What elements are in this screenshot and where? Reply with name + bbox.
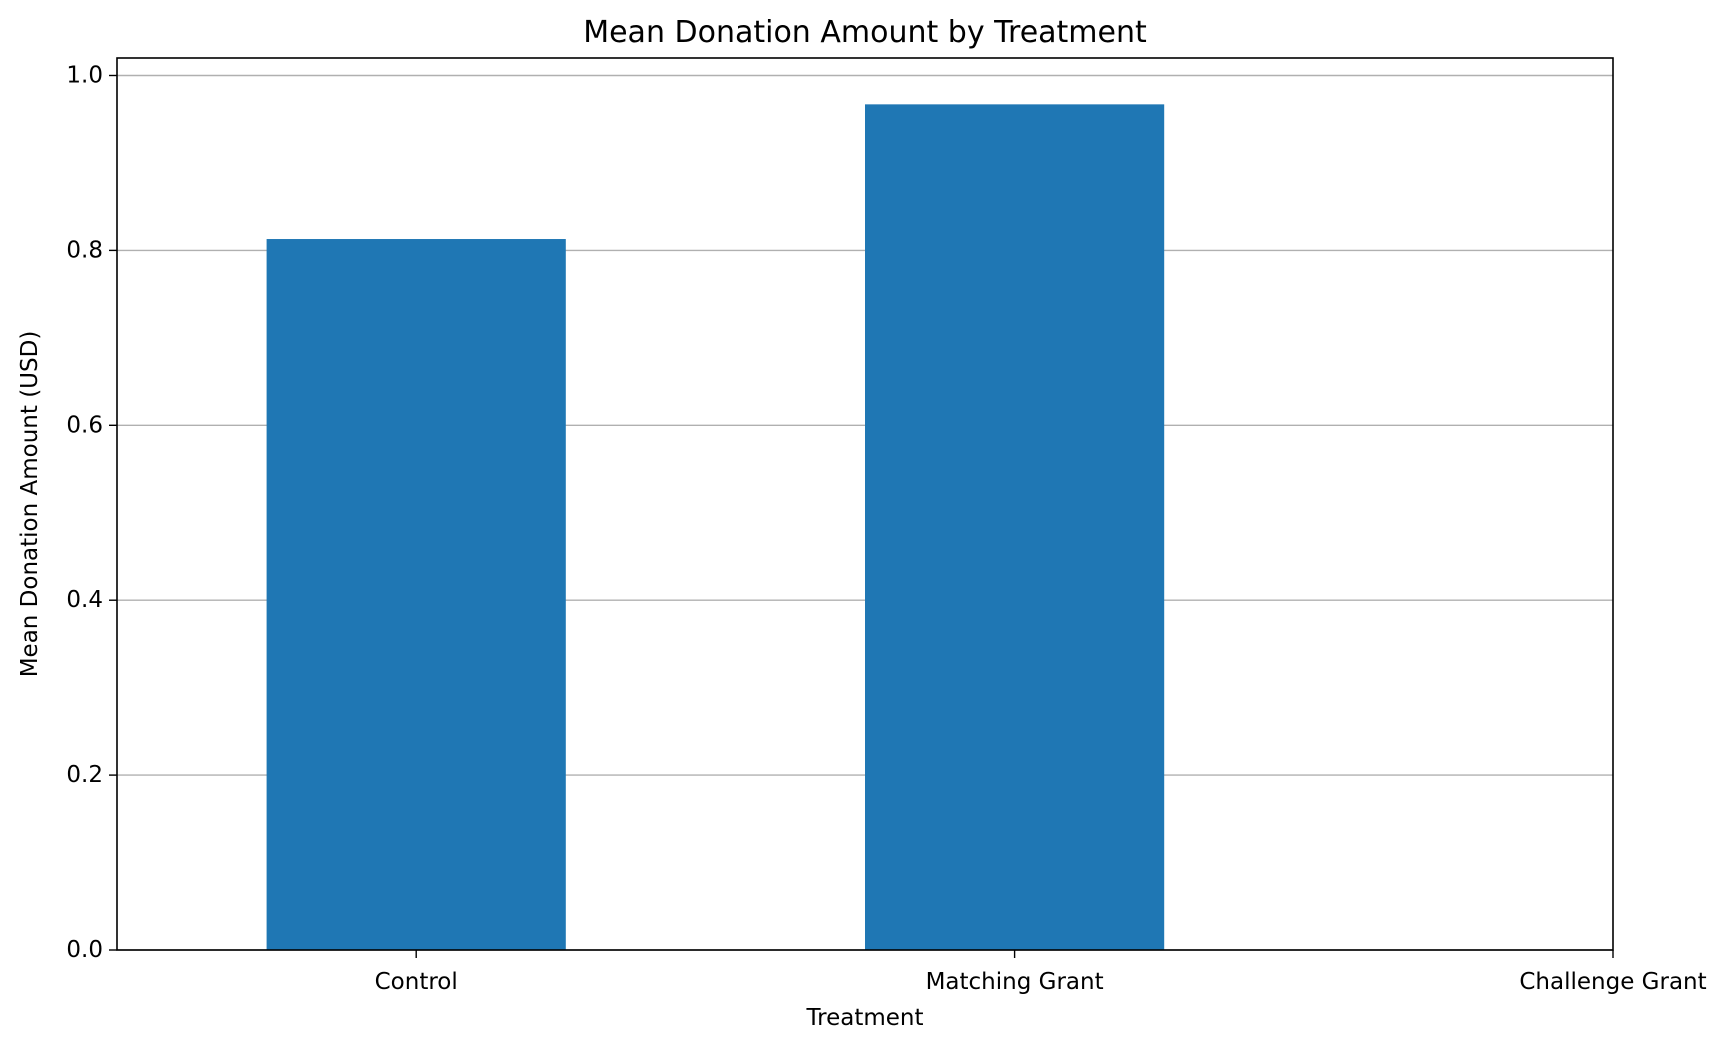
y-tick-label: 0.2: [66, 762, 103, 788]
bar-matching-grant: [865, 104, 1165, 951]
y-axis-label: Mean Donation Amount (USD): [17, 331, 43, 678]
x-tick-label: Matching Grant: [926, 969, 1104, 995]
plot-frame: [116, 57, 1614, 951]
x-axis-label: Treatment: [805, 1005, 923, 1031]
y-tick-label: 0.0: [66, 937, 103, 963]
y-tick-label: 0.8: [66, 237, 103, 263]
y-tick-label: 1.0: [66, 62, 103, 88]
x-tick-label: Challenge Grant: [1519, 969, 1706, 995]
x-axis-ticks: Control Matching Grant Challenge Grant: [375, 950, 1707, 995]
y-tick-label: 0.4: [66, 587, 103, 613]
y-axis-ticks: 0.0 0.2 0.4 0.6 0.8 1.0: [66, 62, 117, 963]
chart-title: Mean Donation Amount by Treatment: [583, 15, 1147, 50]
x-tick-label: Control: [375, 969, 458, 995]
y-tick-label: 0.6: [66, 412, 103, 438]
bar-control: [266, 239, 566, 950]
bars: [266, 104, 1165, 951]
